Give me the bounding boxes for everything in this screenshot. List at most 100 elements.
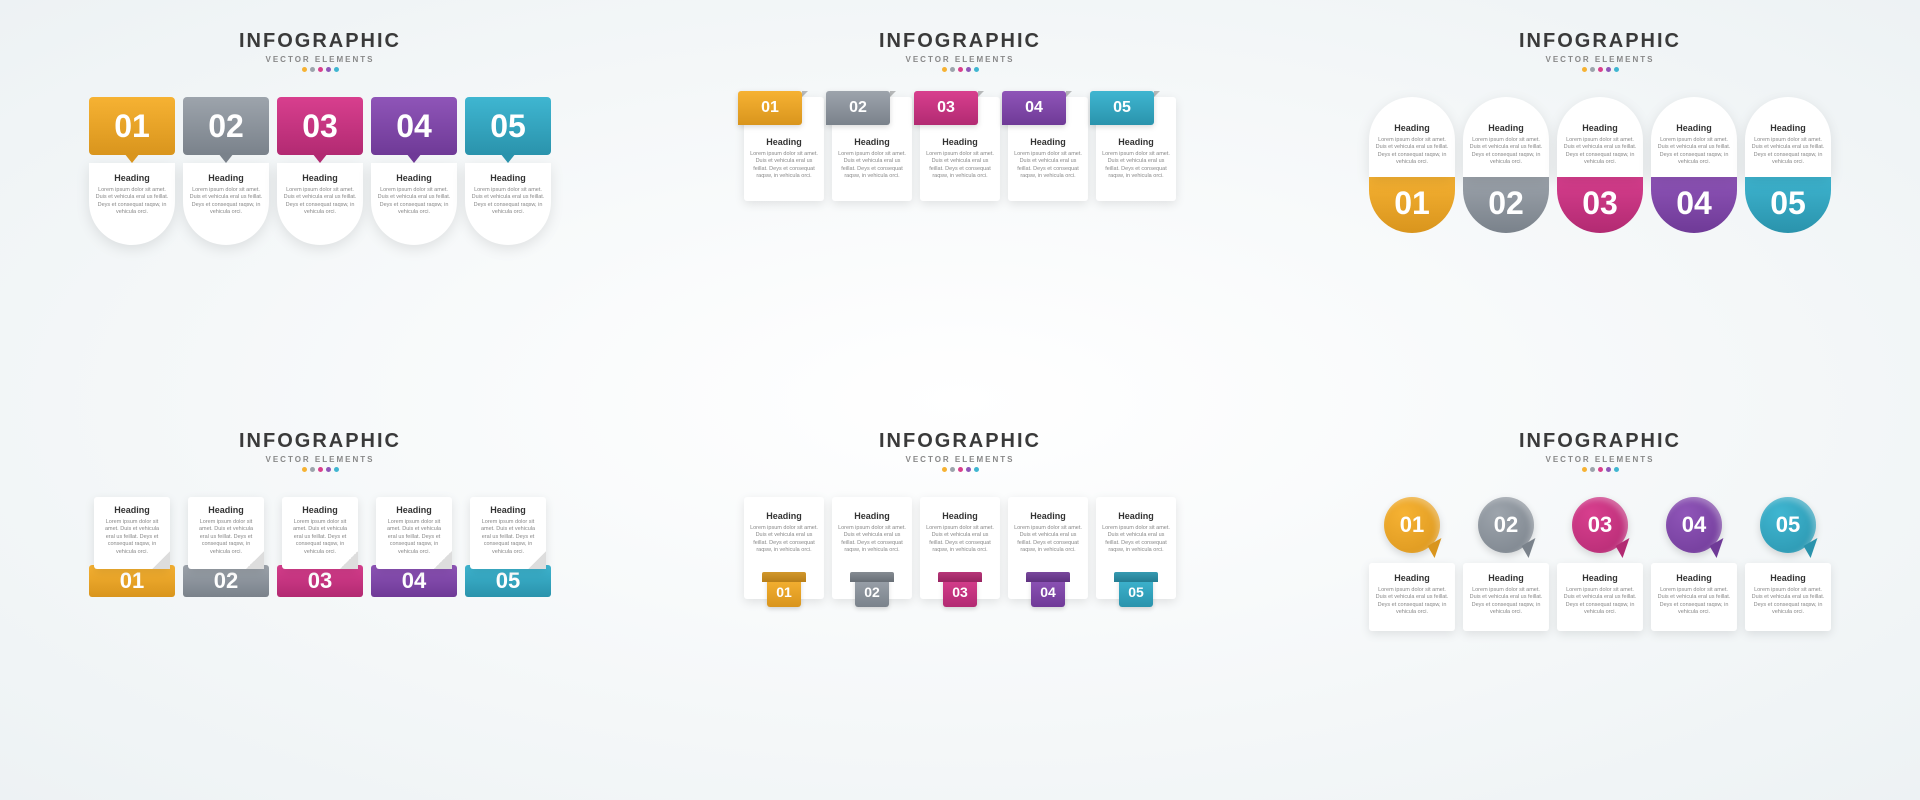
palette-dots bbox=[879, 467, 1041, 472]
step-body: Lorem ipsum dolor sit amet. Duis et vehi… bbox=[100, 519, 164, 556]
v5-item: Heading Lorem ipsum dolor sit amet. Duis … bbox=[1008, 497, 1088, 599]
step-number: 04 bbox=[1031, 577, 1065, 607]
step-heading: Heading bbox=[194, 505, 258, 515]
step-heading: Heading bbox=[283, 173, 357, 183]
step-body: Lorem ipsum dolor sit amet. Duis et vehi… bbox=[1375, 587, 1449, 617]
v4-item: Heading Lorem ipsum dolor sit amet. Duis … bbox=[89, 497, 175, 597]
step-heading: Heading bbox=[926, 137, 994, 147]
v1-item: 05HeadingLorem ipsum dolor sit amet. Dui… bbox=[465, 97, 551, 245]
step-number: 03 bbox=[277, 97, 363, 155]
title: INFOGRAPHIC bbox=[1519, 30, 1681, 53]
v2-item: Heading Lorem ipsum dolor sit amet. Duis … bbox=[1008, 97, 1088, 201]
step-card: HeadingLorem ipsum dolor sit amet. Duis … bbox=[1745, 97, 1831, 177]
step-heading: Heading bbox=[750, 511, 818, 521]
variant-1: INFOGRAPHIC VECTOR ELEMENTS 01HeadingLor… bbox=[0, 0, 640, 400]
step-card: Heading Lorem ipsum dolor sit amet. Duis … bbox=[376, 497, 452, 569]
step-heading: Heading bbox=[1014, 511, 1082, 521]
step-number: 01 bbox=[89, 97, 175, 155]
step-body: Lorem ipsum dolor sit amet. Duis et vehi… bbox=[1375, 137, 1449, 167]
v5-row: Heading Lorem ipsum dolor sit amet. Duis … bbox=[744, 497, 1176, 599]
step-heading: Heading bbox=[1102, 137, 1170, 147]
title-block: INFOGRAPHIC VECTOR ELEMENTS bbox=[1519, 30, 1681, 72]
subtitle: VECTOR ELEMENTS bbox=[879, 55, 1041, 64]
step-number: 03 bbox=[943, 577, 977, 607]
step-body: Lorem ipsum dolor sit amet. Duis et vehi… bbox=[1469, 587, 1543, 617]
title-block: INFOGRAPHIC VECTOR ELEMENTS bbox=[239, 430, 401, 472]
step-card: Heading Lorem ipsum dolor sit amet. Duis … bbox=[282, 497, 358, 569]
v3-item: HeadingLorem ipsum dolor sit amet. Duis … bbox=[1745, 97, 1831, 233]
step-body: Lorem ipsum dolor sit amet. Duis et vehi… bbox=[1563, 137, 1637, 167]
step-card: HeadingLorem ipsum dolor sit amet. Duis … bbox=[470, 497, 546, 569]
step-heading: Heading bbox=[1014, 137, 1082, 147]
step-number: 01 bbox=[1369, 175, 1455, 233]
step-body: Lorem ipsum dolor sit amet. Duis et vehi… bbox=[194, 519, 258, 556]
v4-item: Heading Lorem ipsum dolor sit amet. Duis … bbox=[371, 497, 457, 597]
step-heading: Heading bbox=[288, 505, 352, 515]
step-body: Lorem ipsum dolor sit amet. Duis et vehi… bbox=[1657, 137, 1731, 167]
step-body: Lorem ipsum dolor sit amet. Duis et vehi… bbox=[1014, 525, 1082, 555]
step-heading: Heading bbox=[377, 173, 451, 183]
step-number: 03 bbox=[277, 565, 363, 597]
palette-dot bbox=[302, 467, 307, 472]
palette-dot bbox=[326, 67, 331, 72]
step-heading: Heading bbox=[1563, 123, 1637, 133]
step-heading: Heading bbox=[471, 173, 545, 183]
palette-dot bbox=[1590, 467, 1595, 472]
step-heading: Heading bbox=[476, 505, 540, 515]
step-number: 04 bbox=[371, 97, 457, 155]
step-body: Lorem ipsum dolor sit amet. Duis et vehi… bbox=[288, 519, 352, 556]
step-body: Lorem ipsum dolor sit amet. Duis et vehi… bbox=[1014, 151, 1082, 181]
v3-item: HeadingLorem ipsum dolor sit amet. Duis … bbox=[1651, 97, 1737, 233]
step-body: Lorem ipsum dolor sit amet. Duis et vehi… bbox=[382, 519, 446, 556]
step-heading: Heading bbox=[1102, 511, 1170, 521]
step-card: HeadingLorem ipsum dolor sit amet. Duis … bbox=[465, 163, 551, 245]
subtitle: VECTOR ELEMENTS bbox=[1519, 55, 1681, 64]
step-number: 05 bbox=[465, 565, 551, 597]
v4-item: Heading Lorem ipsum dolor sit amet. Duis … bbox=[277, 497, 363, 597]
palette-dot bbox=[302, 67, 307, 72]
palette-dot bbox=[958, 467, 963, 472]
step-card: Heading Lorem ipsum dolor sit amet. Duis … bbox=[1463, 97, 1549, 177]
step-body: Lorem ipsum dolor sit amet. Duis et vehi… bbox=[1102, 525, 1170, 555]
v6-item: 02HeadingLorem ipsum dolor sit amet. Dui… bbox=[1463, 497, 1549, 631]
title-block: INFOGRAPHIC VECTOR ELEMENTS bbox=[1519, 430, 1681, 472]
step-heading: Heading bbox=[838, 137, 906, 147]
v4-row: Heading Lorem ipsum dolor sit amet. Duis … bbox=[89, 497, 551, 597]
palette-dots bbox=[239, 467, 401, 472]
subtitle: VECTOR ELEMENTS bbox=[1519, 455, 1681, 464]
step-number: 05 bbox=[1090, 91, 1154, 125]
step-body: Lorem ipsum dolor sit amet. Duis et vehi… bbox=[1751, 587, 1825, 617]
palette-dot bbox=[966, 467, 971, 472]
step-number: 04 bbox=[1651, 175, 1737, 233]
palette-dot bbox=[942, 467, 947, 472]
palette-dot bbox=[942, 67, 947, 72]
palette-dots bbox=[1519, 67, 1681, 72]
step-number: 04 bbox=[1666, 497, 1722, 553]
step-number: 04 bbox=[1002, 91, 1066, 125]
step-heading: Heading bbox=[1469, 123, 1543, 133]
v2-item: HeadingLorem ipsum dolor sit amet. Duis … bbox=[744, 97, 824, 201]
step-heading: Heading bbox=[750, 137, 818, 147]
palette-dot bbox=[1606, 467, 1611, 472]
step-number: 01 bbox=[89, 565, 175, 597]
v6-item: 04HeadingLorem ipsum dolor sit amet. Dui… bbox=[1651, 497, 1737, 631]
v5-item: HeadingLorem ipsum dolor sit amet. Duis … bbox=[920, 497, 1000, 599]
step-heading: Heading bbox=[100, 505, 164, 515]
palette-dot bbox=[950, 467, 955, 472]
step-number: 03 bbox=[914, 91, 978, 125]
step-heading: Heading bbox=[95, 173, 169, 183]
step-card: HeadingLorem ipsum dolor sit amet. Duis … bbox=[277, 163, 363, 245]
v3-row: Heading Lorem ipsum dolor sit amet. Duis … bbox=[1369, 97, 1831, 233]
v3-item: Heading Lorem ipsum dolor sit amet. Duis … bbox=[1557, 97, 1643, 233]
step-number: 05 bbox=[1119, 577, 1153, 607]
step-card: HeadingLorem ipsum dolor sit amet. Duis … bbox=[183, 163, 269, 245]
step-heading: Heading bbox=[382, 505, 446, 515]
step-number: 01 bbox=[738, 91, 802, 125]
step-body: Lorem ipsum dolor sit amet. Duis et vehi… bbox=[1469, 137, 1543, 167]
step-card: HeadingLorem ipsum dolor sit amet. Duis … bbox=[1651, 97, 1737, 177]
palette-dot bbox=[1582, 67, 1587, 72]
v1-row: 01HeadingLorem ipsum dolor sit amet. Dui… bbox=[89, 97, 551, 245]
step-number: 02 bbox=[1478, 497, 1534, 553]
v1-item: 01HeadingLorem ipsum dolor sit amet. Dui… bbox=[89, 97, 175, 245]
palette-dot bbox=[1582, 467, 1587, 472]
